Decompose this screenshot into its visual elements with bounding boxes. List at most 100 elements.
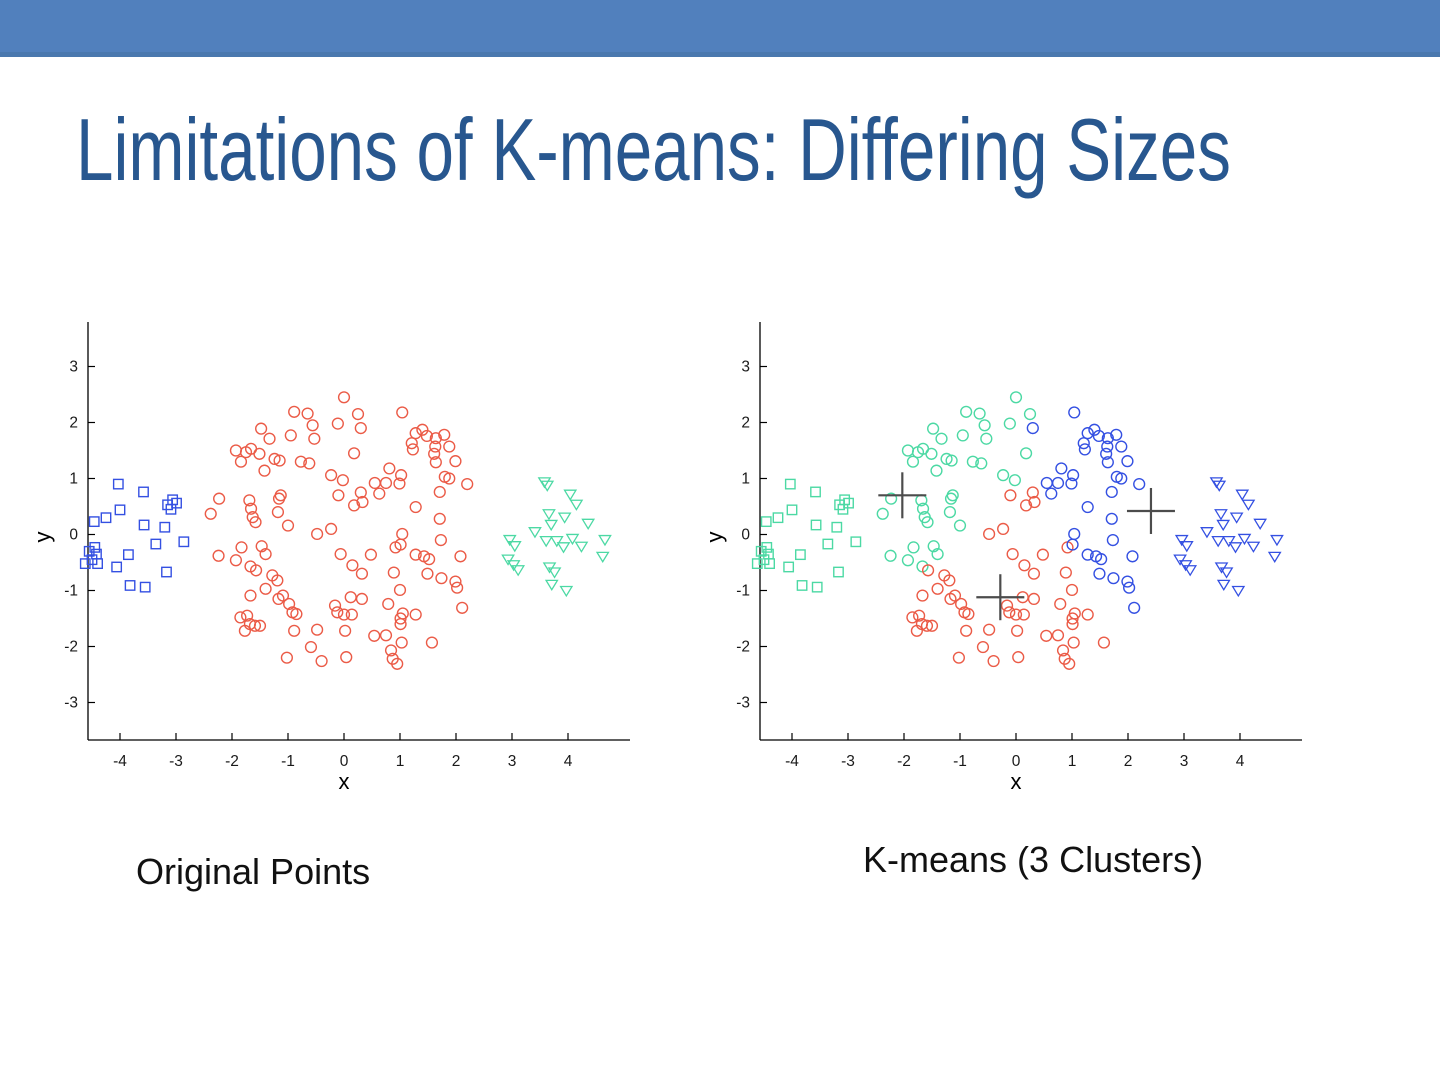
data-point-circle bbox=[1088, 423, 1101, 436]
data-point-circle bbox=[1081, 548, 1094, 561]
data-point-triangle bbox=[502, 534, 517, 547]
data-point-circle bbox=[943, 574, 956, 587]
data-point-circle bbox=[273, 454, 286, 467]
data-point-circle bbox=[243, 494, 256, 507]
data-point-circle bbox=[204, 507, 217, 520]
data-point-circle bbox=[241, 609, 254, 622]
data-point-square bbox=[92, 558, 104, 570]
data-point-triangle bbox=[1270, 534, 1284, 547]
data-point-square bbox=[86, 554, 98, 566]
data-point-square bbox=[161, 566, 172, 578]
data-point-circle bbox=[425, 636, 439, 649]
x-tick-label: 0 bbox=[1012, 753, 1021, 770]
data-point-triangle bbox=[581, 518, 596, 530]
data-point-circle bbox=[331, 417, 344, 430]
data-point-circle bbox=[382, 597, 395, 611]
data-point-circle bbox=[1066, 538, 1079, 551]
data-point-triangle bbox=[1173, 554, 1187, 566]
data-point-square bbox=[784, 478, 796, 490]
data-point-circle bbox=[1019, 447, 1033, 460]
data-point-square bbox=[764, 558, 776, 570]
data-point-circle bbox=[443, 440, 456, 453]
data-point-circle bbox=[301, 407, 314, 420]
data-point-square bbox=[89, 541, 101, 553]
data-point-circle bbox=[1027, 592, 1041, 606]
data-point-circle bbox=[288, 405, 301, 418]
data-point-circle bbox=[315, 654, 328, 668]
data-point-circle bbox=[383, 462, 396, 475]
data-point-circle bbox=[931, 582, 944, 595]
data-point-triangle bbox=[1212, 480, 1227, 492]
data-point-square bbox=[843, 497, 854, 509]
data-point-circle bbox=[409, 427, 422, 440]
data-point-circle bbox=[368, 629, 381, 642]
caption-original-points: Original Points bbox=[136, 851, 371, 892]
data-point-circle bbox=[259, 548, 272, 561]
data-point-circle bbox=[1101, 440, 1114, 453]
header-bar bbox=[0, 0, 1440, 57]
data-point-square bbox=[88, 516, 100, 528]
data-point-circle bbox=[1093, 567, 1106, 580]
data-point-triangle bbox=[1216, 519, 1231, 532]
data-point-circle bbox=[976, 640, 990, 654]
slide-title: Limitations of K-means: Differing Sizes bbox=[76, 100, 1231, 199]
data-point-triangle bbox=[1179, 541, 1194, 553]
data-point-circle bbox=[1121, 575, 1134, 588]
y-tick-label: 1 bbox=[741, 471, 750, 488]
y-tick-label: 0 bbox=[69, 527, 78, 544]
data-point-circle bbox=[943, 506, 957, 519]
x-tick-label: -3 bbox=[169, 753, 183, 770]
data-point-circle bbox=[1067, 636, 1080, 649]
data-point-square bbox=[178, 536, 190, 548]
data-point-circle bbox=[1110, 428, 1123, 441]
data-point-circle bbox=[234, 611, 247, 624]
data-point-circle bbox=[393, 583, 407, 597]
data-point-circle bbox=[901, 554, 915, 567]
data-point-circle bbox=[438, 428, 451, 441]
data-point-circle bbox=[443, 472, 456, 485]
data-point-circle bbox=[1106, 534, 1119, 547]
data-point-circle bbox=[945, 454, 958, 467]
data-point-circle bbox=[393, 477, 406, 490]
data-point-circle bbox=[229, 554, 243, 567]
data-point-circle bbox=[962, 607, 975, 621]
data-point-square bbox=[794, 549, 806, 561]
data-point-square bbox=[810, 519, 822, 531]
data-point-circle bbox=[409, 548, 422, 561]
data-point-circle bbox=[1051, 476, 1065, 490]
data-point-triangle bbox=[1228, 542, 1243, 554]
y-tick-label: -1 bbox=[64, 583, 78, 600]
data-point-circle bbox=[1121, 455, 1134, 468]
scatter-plot-original: -4 -3 -2 -1 0 1 2 3 4 -3 -2 -1 0 1 2 3 x y bbox=[30, 322, 630, 794]
y-tick-label: -2 bbox=[736, 639, 750, 656]
data-point-circle bbox=[456, 601, 469, 614]
data-point-circle bbox=[1009, 391, 1023, 404]
data-point-circle bbox=[311, 623, 324, 636]
data-point-circle bbox=[1003, 417, 1016, 430]
data-point-circle bbox=[268, 452, 281, 466]
data-point-circle bbox=[308, 432, 321, 445]
data-point-circle bbox=[325, 522, 338, 536]
data-point-triangle bbox=[1267, 551, 1282, 563]
data-point-circle bbox=[876, 507, 889, 520]
data-point-circle bbox=[1009, 608, 1023, 621]
data-point-circle bbox=[1040, 629, 1053, 642]
data-point-circle bbox=[406, 443, 419, 456]
data-point-circle bbox=[1018, 559, 1031, 572]
data-point-circle bbox=[997, 522, 1010, 536]
data-point-circle bbox=[916, 502, 930, 515]
data-point-circle bbox=[280, 651, 293, 664]
data-point-circle bbox=[303, 457, 316, 470]
data-point-circle bbox=[423, 553, 436, 566]
data-point-square bbox=[772, 512, 784, 524]
x-tick-label: -3 bbox=[841, 753, 855, 770]
data-point-triangle bbox=[1229, 512, 1244, 524]
data-point-circle bbox=[249, 516, 262, 529]
data-point-circle bbox=[281, 519, 295, 532]
data-point-circle bbox=[1081, 500, 1094, 514]
data-point-square bbox=[755, 545, 767, 557]
data-point-circle bbox=[325, 469, 338, 482]
data-point-square bbox=[760, 516, 772, 528]
data-point-circle bbox=[983, 623, 996, 636]
data-point-circle bbox=[1036, 548, 1049, 561]
